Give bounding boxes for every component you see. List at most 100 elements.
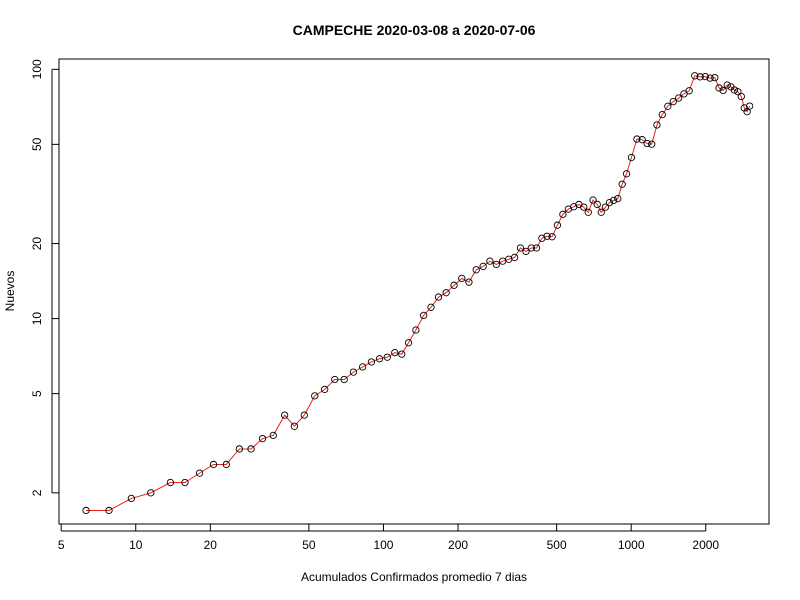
x-axis: 5 10 20 50 100 200 500 1000 2000 bbox=[58, 524, 719, 552]
data-point bbox=[669, 97, 677, 106]
y-tick-label: 100 bbox=[30, 59, 44, 79]
x-tick-label: 10 bbox=[129, 538, 143, 552]
data-point bbox=[597, 208, 605, 216]
data-point bbox=[486, 257, 494, 265]
data-point bbox=[675, 94, 683, 102]
data-point bbox=[383, 353, 391, 361]
data-point bbox=[427, 303, 435, 311]
data-point bbox=[442, 289, 450, 297]
y-tick-label: 20 bbox=[30, 237, 44, 251]
y-tick-label: 2 bbox=[30, 489, 44, 496]
y-tick-label: 50 bbox=[30, 137, 44, 151]
data-point bbox=[653, 121, 661, 129]
x-tick-label: 100 bbox=[373, 538, 393, 552]
data-point bbox=[166, 478, 175, 487]
data-point bbox=[719, 86, 727, 95]
data-point bbox=[601, 203, 610, 211]
data-point bbox=[398, 350, 406, 358]
y-axis-label: Nuevos bbox=[3, 271, 17, 312]
data-point bbox=[522, 247, 530, 256]
data-point bbox=[209, 460, 218, 469]
data-point bbox=[559, 210, 567, 218]
data-point bbox=[696, 73, 704, 81]
data-point bbox=[627, 153, 636, 162]
data-point bbox=[420, 311, 428, 320]
data-point bbox=[584, 208, 592, 216]
plot-frame bbox=[58, 58, 770, 525]
data-point bbox=[711, 73, 719, 82]
data-point bbox=[105, 506, 113, 515]
y-axis: 2 5 10 20 50 100 bbox=[30, 59, 59, 496]
data-point bbox=[701, 72, 709, 81]
series-line bbox=[86, 75, 751, 511]
data-point bbox=[633, 135, 641, 143]
data-point bbox=[589, 196, 597, 204]
y-tick-label: 5 bbox=[30, 390, 44, 397]
data-point bbox=[715, 84, 723, 92]
x-tick-label: 5 bbox=[58, 538, 65, 552]
data-point bbox=[548, 233, 556, 241]
x-tick-label: 2000 bbox=[692, 538, 719, 552]
data-point bbox=[311, 392, 319, 400]
data-point bbox=[472, 266, 480, 274]
data-point bbox=[195, 469, 204, 477]
data-point bbox=[737, 92, 745, 101]
x-tick-label: 200 bbox=[448, 538, 468, 552]
x-tick-label: 500 bbox=[547, 538, 567, 552]
data-point bbox=[458, 274, 466, 283]
data-point bbox=[258, 434, 267, 443]
data-point bbox=[510, 253, 519, 262]
data-point bbox=[375, 355, 384, 363]
data-point bbox=[643, 139, 651, 148]
data-point bbox=[331, 375, 339, 384]
data-point bbox=[367, 358, 376, 366]
chart-title: CAMPECHE 2020-03-08 a 2020-07-06 bbox=[293, 22, 536, 38]
data-point bbox=[618, 180, 626, 188]
data-point bbox=[290, 422, 299, 430]
data-point bbox=[147, 489, 155, 497]
data-point bbox=[614, 194, 622, 203]
data-point bbox=[593, 200, 601, 209]
data-point bbox=[680, 90, 688, 98]
data-point bbox=[648, 140, 656, 148]
data-point bbox=[664, 102, 672, 110]
data-point bbox=[181, 478, 189, 487]
data-point bbox=[412, 326, 420, 334]
data-point bbox=[300, 411, 308, 419]
data-point bbox=[450, 281, 458, 289]
data-point bbox=[532, 244, 541, 252]
data-point bbox=[358, 363, 367, 371]
data-point bbox=[538, 234, 546, 242]
data-point bbox=[434, 293, 443, 301]
data-point bbox=[730, 86, 739, 94]
data-point bbox=[235, 445, 244, 453]
data-point bbox=[706, 74, 714, 82]
data-point bbox=[479, 262, 487, 271]
data-point bbox=[638, 136, 646, 144]
data-point bbox=[516, 244, 525, 252]
data-point bbox=[691, 72, 699, 80]
data-point bbox=[605, 198, 614, 207]
data-point bbox=[622, 170, 631, 178]
data-point bbox=[492, 260, 500, 269]
data-point bbox=[349, 368, 358, 376]
data-point bbox=[685, 87, 693, 95]
data-point bbox=[247, 445, 255, 453]
data-points bbox=[82, 72, 754, 515]
x-tick-label: 50 bbox=[302, 538, 316, 552]
data-point bbox=[734, 88, 742, 96]
data-point bbox=[609, 196, 618, 205]
data-point bbox=[391, 349, 399, 357]
data-point bbox=[404, 339, 413, 347]
data-point bbox=[658, 110, 666, 119]
data-point bbox=[553, 221, 562, 229]
x-tick-label: 1000 bbox=[618, 538, 645, 552]
data-point bbox=[269, 431, 277, 440]
data-point bbox=[580, 203, 588, 211]
x-tick-label: 20 bbox=[204, 538, 218, 552]
y-tick-label: 10 bbox=[30, 312, 44, 326]
data-point bbox=[321, 385, 329, 394]
data-point bbox=[543, 232, 551, 240]
data-point bbox=[82, 506, 90, 515]
x-axis-label: Acumulados Confirmados promedio 7 dias bbox=[301, 570, 527, 584]
